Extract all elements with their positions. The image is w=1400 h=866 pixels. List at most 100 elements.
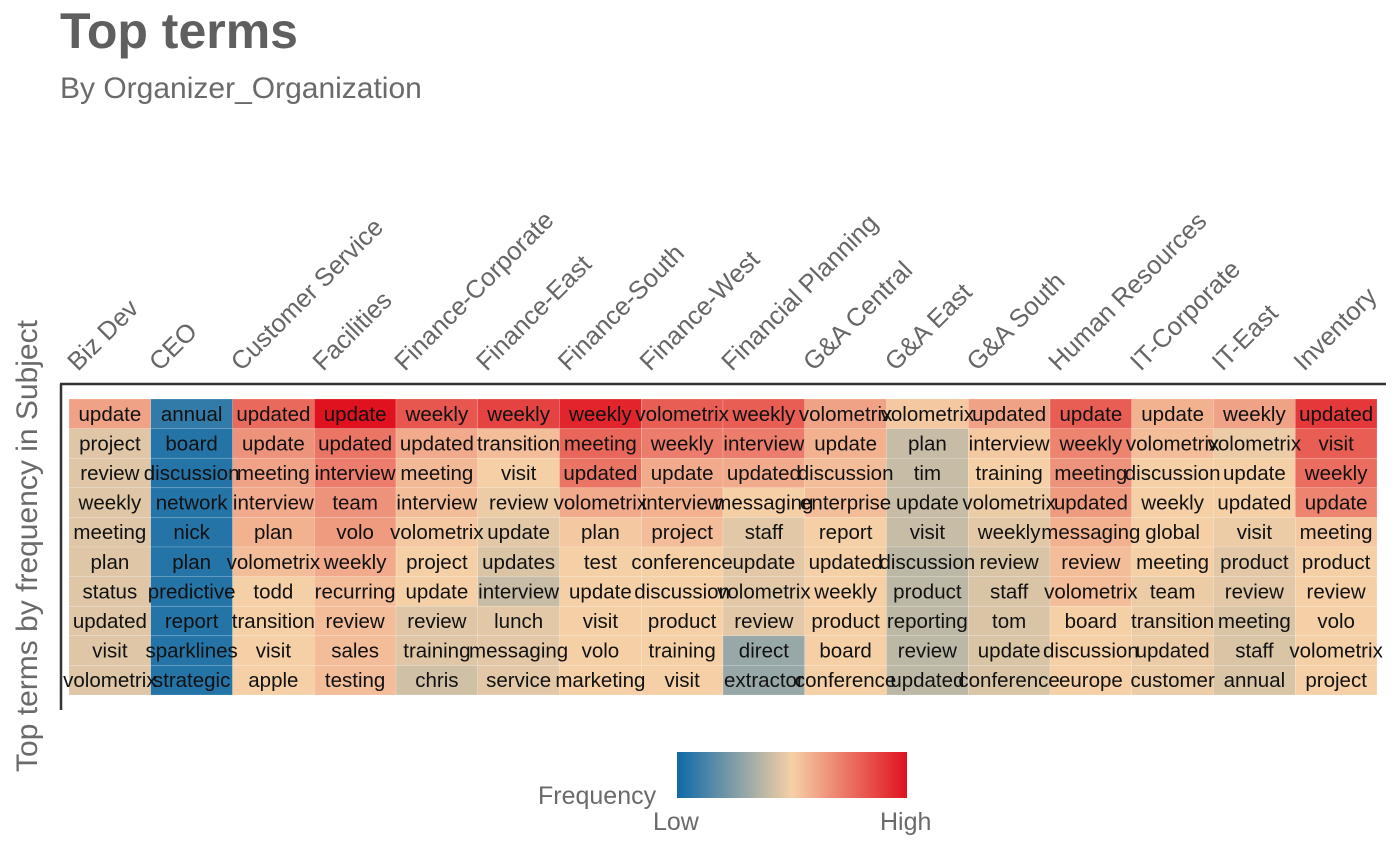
cell-label: visit	[583, 610, 619, 633]
heatmap-cell	[641, 665, 724, 696]
cell-label: volometrix	[717, 580, 811, 603]
x-tick-label: IT-East	[1207, 299, 1284, 376]
cell-label: staff	[745, 521, 784, 544]
cell-label: nick	[173, 521, 210, 544]
cell-label: product	[893, 580, 962, 603]
cell-label: visit	[1318, 432, 1354, 455]
heatmap-cell	[886, 635, 969, 666]
heatmap-cell	[1049, 428, 1132, 459]
cell-label: update	[1223, 462, 1286, 485]
heatmap-cell	[150, 487, 233, 518]
heatmap-cell	[314, 517, 397, 548]
heatmap-cell	[968, 517, 1051, 548]
x-tick-label: Biz Dev	[62, 294, 144, 376]
heatmap-cell	[314, 665, 397, 696]
cell-label: test	[584, 551, 617, 574]
cell-label: visit	[501, 462, 537, 485]
cell-label: review	[326, 610, 385, 633]
heatmap-cell	[68, 546, 151, 577]
cell-label: transition	[477, 432, 560, 455]
cell-label: updated	[236, 403, 310, 426]
cell-label: visit	[256, 640, 292, 663]
cell-label: weekly	[568, 403, 632, 426]
heatmap-cell	[1295, 576, 1378, 607]
cell-label: lunch	[494, 610, 543, 633]
heatmap-cell	[1049, 576, 1132, 607]
cell-label: review	[980, 551, 1039, 574]
cell-label: training	[649, 640, 716, 663]
cell-label: board	[819, 640, 871, 663]
cell-label: weekly	[323, 551, 387, 574]
heatmap-cell	[1131, 517, 1214, 548]
cell-label: interview	[315, 462, 396, 485]
heatmap-cell	[232, 665, 315, 696]
x-tick-label: Human Resources	[1043, 207, 1212, 376]
heatmap-cell	[150, 546, 233, 577]
heatmap-cell	[804, 517, 887, 548]
heatmap-cell	[477, 605, 560, 637]
cell-label: training	[976, 462, 1043, 485]
cell-label: interview	[642, 492, 723, 515]
heatmap-cell	[395, 457, 478, 489]
cell-label: weekly	[1059, 432, 1123, 455]
cell-label: todd	[253, 580, 293, 603]
cell-label: tim	[914, 462, 941, 485]
cell-label: interview	[396, 492, 477, 515]
cell-label: messaging	[469, 640, 568, 663]
cell-label: interview	[233, 492, 314, 515]
heatmap-cell	[1213, 576, 1296, 607]
heatmap-cell	[641, 635, 724, 666]
cell-label: product	[648, 610, 717, 633]
heatmap-cell	[1295, 605, 1378, 637]
cell-label: conference	[795, 669, 896, 692]
cell-label: review	[1061, 551, 1120, 574]
legend-title: Frequency	[538, 782, 657, 810]
heatmap-cell	[395, 605, 478, 637]
heatmap-cell	[968, 487, 1051, 518]
cell-label: updated	[1217, 492, 1291, 515]
heatmap-cell	[68, 398, 151, 429]
heatmap-cell	[641, 398, 724, 429]
cell-label: product	[1220, 551, 1289, 574]
heatmap-cell	[641, 428, 724, 459]
heatmap-cell	[477, 487, 560, 518]
cell-label: update	[896, 492, 959, 515]
heatmap-cell	[722, 517, 805, 548]
cell-label: plan	[581, 521, 620, 544]
heatmap-cell	[804, 576, 887, 607]
heatmap-cell	[232, 546, 315, 577]
heatmap-cell	[1049, 398, 1132, 429]
heatmap-cell	[232, 517, 315, 548]
heatmap-cell	[477, 635, 560, 666]
cell-label: update	[651, 462, 714, 485]
cell-label: weekly	[732, 403, 796, 426]
cell-label: plan	[90, 551, 129, 574]
cell-label: testing	[325, 669, 385, 692]
cell-label: updated	[727, 462, 801, 485]
heatmap-cell	[804, 635, 887, 666]
cell-label: report	[165, 610, 219, 633]
cell-label: global	[1145, 521, 1200, 544]
heatmap-cell	[477, 576, 560, 607]
cell-label: meeting	[400, 462, 473, 485]
heatmap-cell	[804, 457, 887, 489]
heatmap-cell	[559, 428, 642, 459]
cell-label: meeting	[1136, 551, 1209, 574]
cell-label: product	[811, 610, 880, 633]
cell-label: project	[651, 521, 713, 544]
cell-label: volometrix	[799, 403, 893, 426]
cell-label: meeting	[237, 462, 310, 485]
cell-label: board	[1065, 610, 1117, 633]
cell-label: training	[403, 640, 470, 663]
cell-label: volo	[582, 640, 620, 663]
cell-label: discussion	[798, 462, 894, 485]
cell-label: updated	[1054, 492, 1128, 515]
heatmap-cell	[1049, 517, 1132, 548]
heatmap-cell	[968, 576, 1051, 607]
cell-label: review	[80, 462, 139, 485]
cell-label: team	[1150, 580, 1196, 603]
heatmap-cell	[641, 517, 724, 548]
heatmap-cell	[886, 428, 969, 459]
heatmap-cell	[1049, 665, 1132, 696]
heatmap-cell	[150, 398, 233, 429]
